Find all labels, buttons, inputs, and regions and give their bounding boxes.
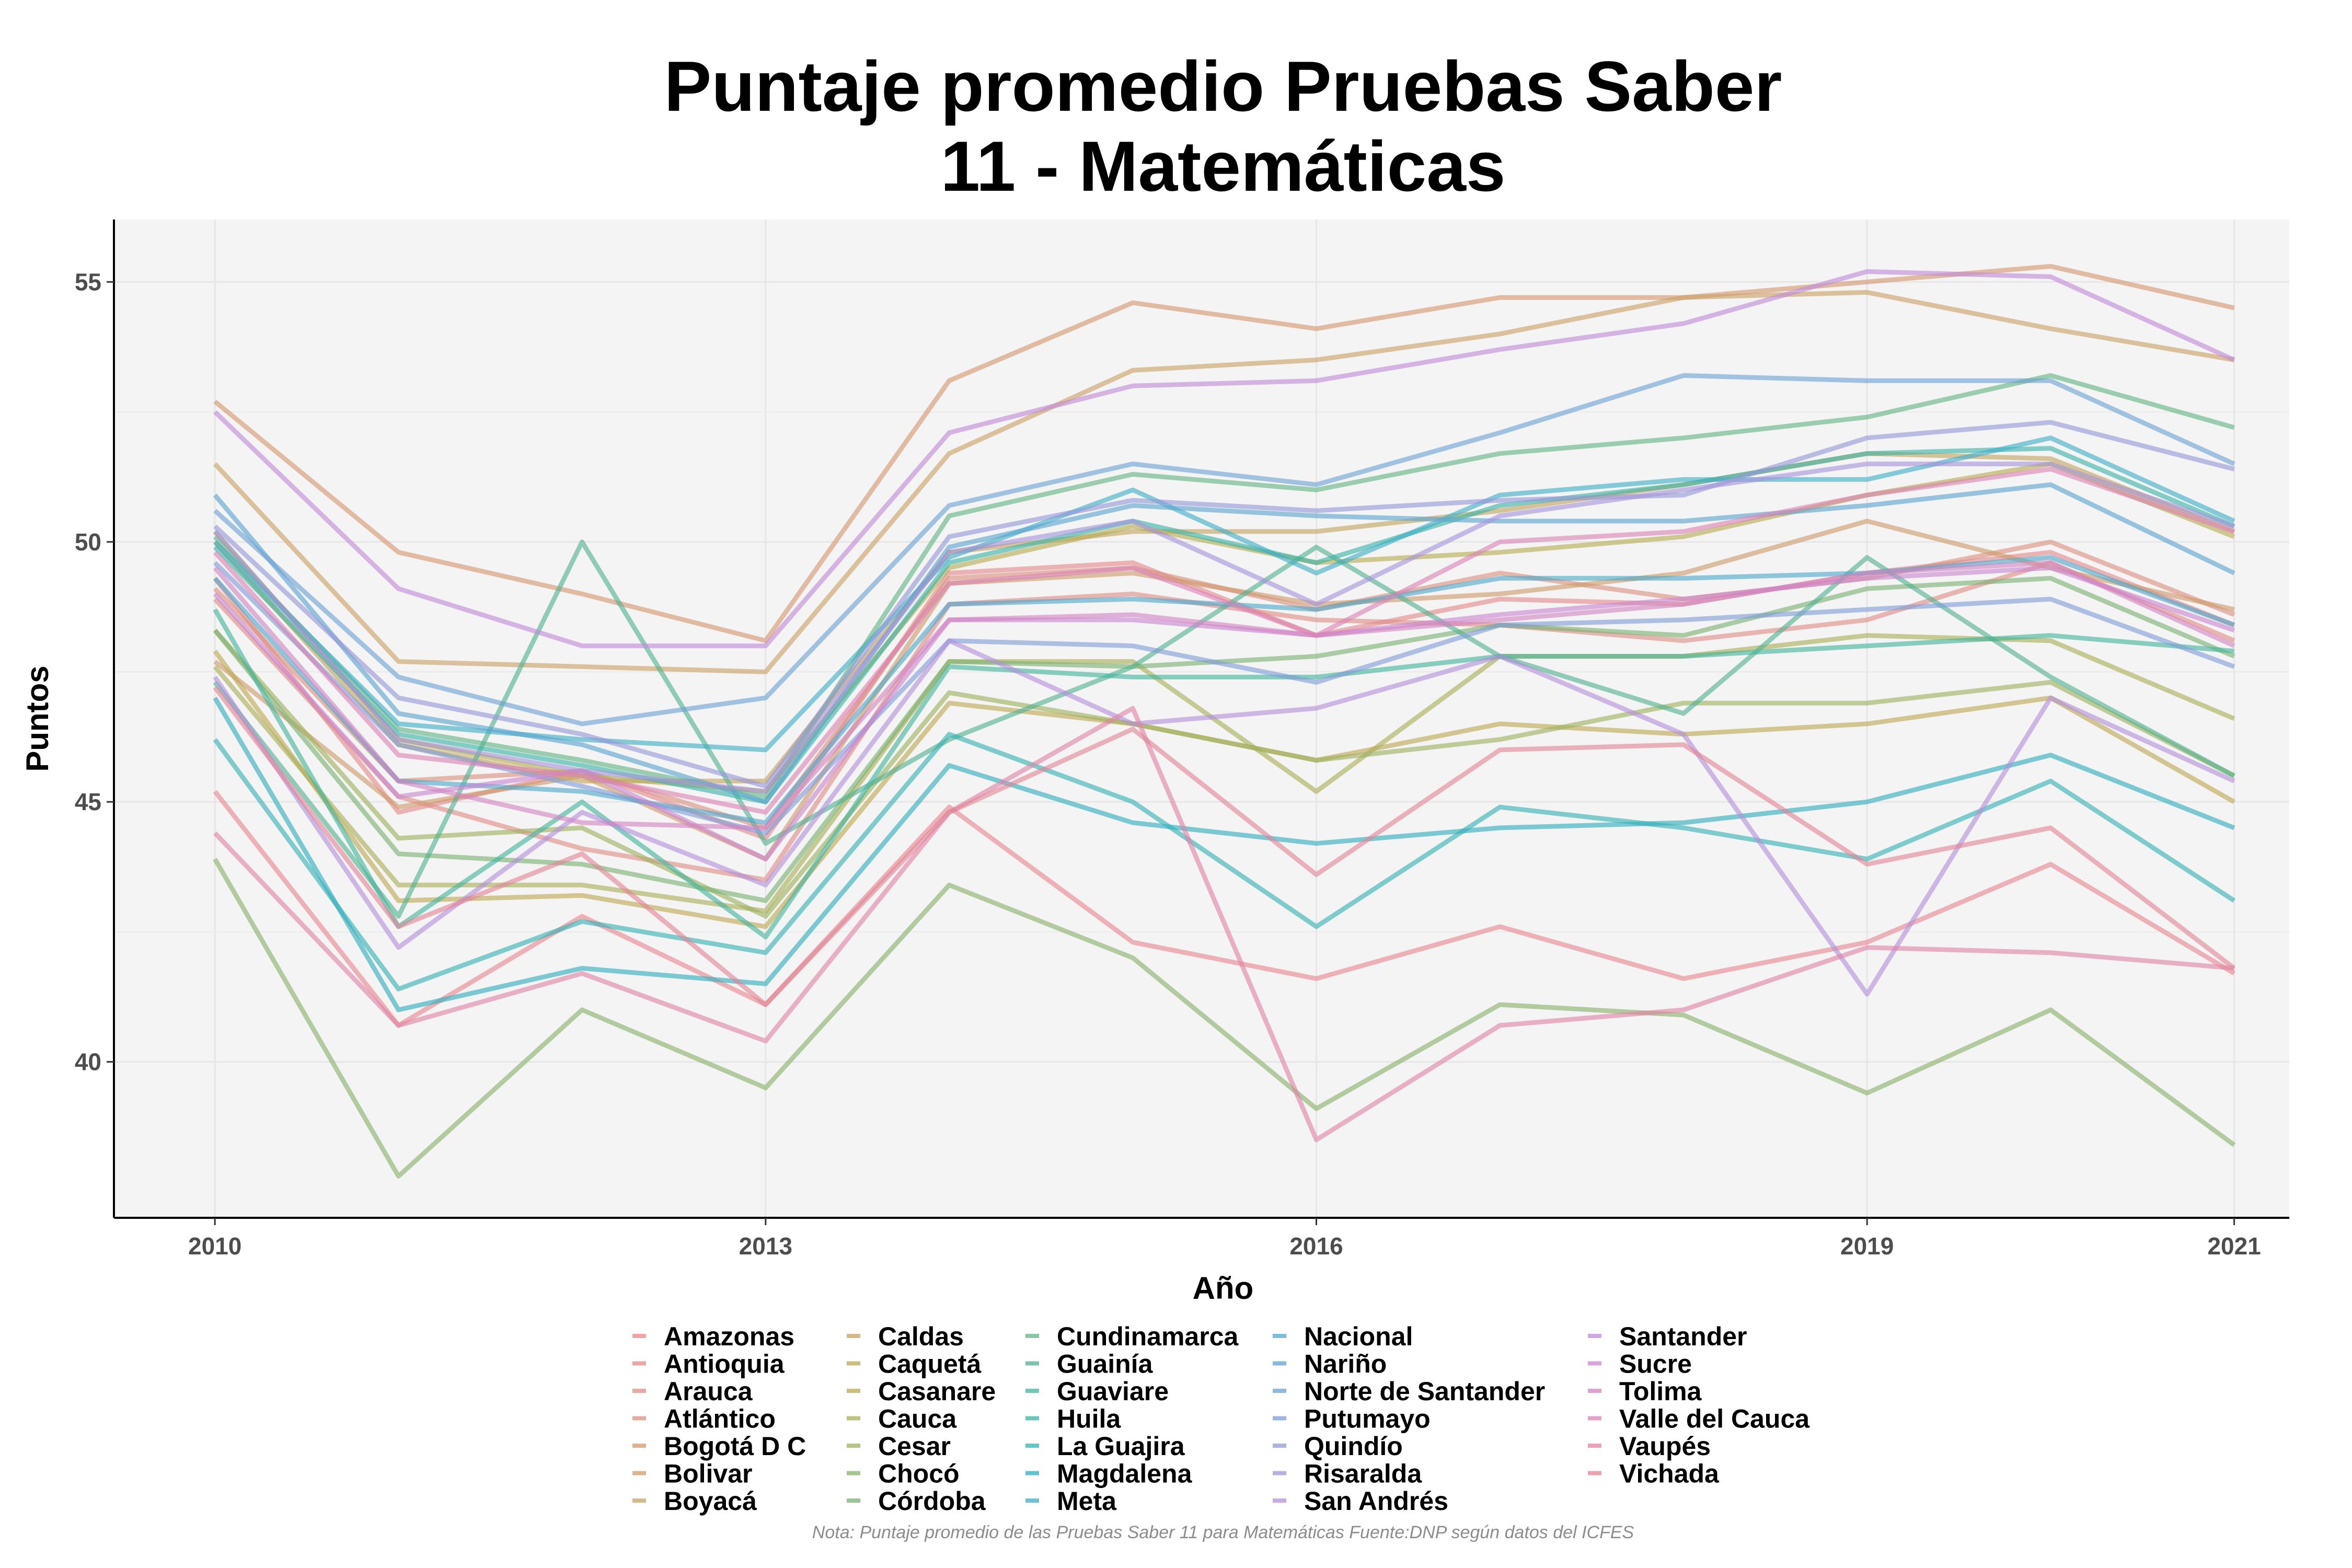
legend-label-guaviare: Guaviare: [1057, 1377, 1169, 1406]
x-axis-title: Año: [1193, 1271, 1254, 1306]
legend-label-caldas: Caldas: [878, 1322, 964, 1351]
legend-label-la-guajira: La Guajira: [1057, 1432, 1185, 1461]
legend-label-tolima: Tolima: [1619, 1377, 1702, 1406]
legend-label-norte-de-santander: Norte de Santander: [1304, 1377, 1545, 1406]
legend-label-vichada: Vichada: [1619, 1459, 1720, 1489]
series-line-san-andres: [213, 638, 2235, 997]
series-line-guaviare: [213, 608, 2234, 940]
series-line-risaralda: [213, 462, 2235, 794]
legend-label-san-andres: San Andrés: [1304, 1486, 1448, 1516]
legend-label-arauca: Arauca: [664, 1377, 753, 1406]
series-line-narino: [213, 482, 2235, 804]
y-tick-label-50: 50: [75, 528, 101, 556]
legend-label-cordoba: Córdoba: [878, 1486, 986, 1516]
legend-label-guainia: Guainía: [1057, 1350, 1154, 1379]
series-line-choco: [213, 858, 2236, 1179]
series-line-meta: [213, 435, 2235, 753]
legend-label-amazonas: Amazonas: [664, 1322, 794, 1351]
x-tick-label-2019: 2019: [1840, 1232, 1894, 1260]
series-line-tolima: [213, 560, 2235, 831]
series-line-cauca: [213, 633, 2235, 914]
series-lines: [213, 264, 2236, 1179]
series-line-la-guajira: [213, 732, 2236, 991]
legend-label-huila: Huila: [1057, 1404, 1121, 1434]
chart-title-line-1: Puntaje promedio Pruebas Saber: [664, 47, 1782, 126]
series-line-cesar: [213, 628, 2235, 919]
y-axis-ticks: 40 45 50 55: [75, 268, 114, 1076]
legend-label-quindio: Quindío: [1304, 1432, 1403, 1461]
legend-label-valle-del-cauca: Valle del Cauca: [1619, 1404, 1810, 1434]
legend-label-magdalena: Magdalena: [1057, 1459, 1193, 1489]
legend-label-nacional: Nacional: [1304, 1322, 1413, 1351]
legend-label-caqueta: Caquetá: [878, 1350, 981, 1379]
y-tick-label-45: 45: [75, 788, 101, 815]
legend-label-atlantico: Atlántico: [664, 1404, 776, 1434]
series-line-cundinamarca: [213, 373, 2235, 799]
legend-label-vaupes: Vaupés: [1619, 1432, 1711, 1461]
series-line-santander: [213, 269, 2235, 649]
legend-label-santander: Santander: [1619, 1322, 1747, 1351]
series-line-vaupes: [213, 706, 2234, 1143]
grid-lines: [114, 220, 2289, 1218]
series-line-boyaca: [213, 290, 2235, 674]
series-line-cordoba: [213, 575, 2235, 903]
x-tick-label-2010: 2010: [188, 1232, 241, 1260]
legend-label-narino: Nariño: [1304, 1350, 1387, 1379]
series-line-magdalena: [213, 696, 2235, 1012]
legend-label-putumayo: Putumayo: [1304, 1404, 1431, 1434]
legend-label-cauca: Cauca: [878, 1404, 957, 1434]
x-axis-ticks: 2010 2013 2016 2019 2021: [188, 1218, 2261, 1260]
series-line-norte-de-santander: [213, 373, 2235, 727]
series-line-quindio: [213, 420, 2235, 789]
y-axis-title: Puntos: [20, 665, 55, 771]
legend-label-boyaca: Boyacá: [664, 1486, 757, 1516]
y-tick-label-40: 40: [75, 1048, 101, 1076]
legend-label-antioquia: Antioquia: [664, 1350, 785, 1379]
series-line-putumayo: [213, 561, 2235, 836]
y-tick-label-55: 55: [75, 268, 101, 295]
series-line-vichada: [213, 686, 2236, 1007]
series-line-bogota-d-c: [213, 264, 2235, 643]
x-tick-label-2016: 2016: [1289, 1232, 1343, 1260]
x-tick-label-2021: 2021: [2207, 1232, 2261, 1260]
series-line-huila: [213, 446, 2235, 804]
series-line-sucre: [213, 566, 2235, 862]
legend-label-sucre: Sucre: [1619, 1350, 1692, 1379]
legend-label-meta: Meta: [1057, 1486, 1117, 1516]
legend-label-risaralda: Risaralda: [1304, 1459, 1422, 1489]
legend-label-cesar: Cesar: [878, 1432, 951, 1461]
legend-label-cundinamarca: Cundinamarca: [1057, 1322, 1239, 1351]
chart-title-line-2: 11 - Matemáticas: [940, 126, 1505, 206]
legend-label-casanare: Casanare: [878, 1377, 996, 1406]
x-tick-label-2013: 2013: [739, 1232, 792, 1260]
source-note: Nota: Puntaje promedio de las Pruebas Sa…: [812, 1523, 1634, 1542]
series-line-valle-del-cauca: [213, 467, 2235, 815]
legend-label-choco: Chocó: [878, 1459, 960, 1489]
legend-label-bogota-d-c: Bogotá D C: [664, 1432, 806, 1461]
legend-label-bolivar: Bolivar: [664, 1459, 753, 1489]
